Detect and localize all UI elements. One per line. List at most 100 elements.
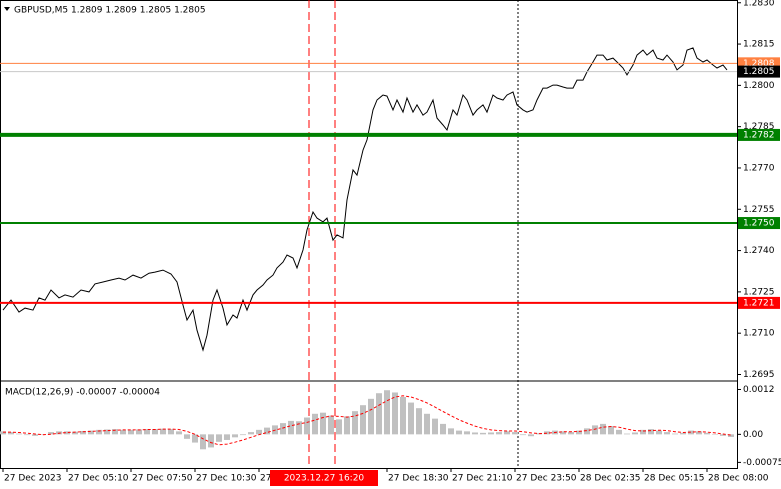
level-label-box	[738, 65, 780, 78]
macd-bar	[440, 423, 446, 435]
level-label: 1.2805	[743, 67, 775, 77]
macd-bar	[608, 426, 614, 435]
y-tick-label: 1.2830	[743, 0, 775, 8]
macd-bar	[80, 430, 86, 435]
macd-bar	[688, 430, 694, 435]
macd-bar	[416, 408, 422, 435]
macd-bar	[200, 434, 206, 450]
chart-title: GBPUSD,M5 1.2809 1.2809 1.2805 1.2805	[14, 6, 206, 16]
cursor-label: 2023.12.27 16:20	[284, 474, 365, 484]
level-label: 1.2808	[743, 59, 775, 69]
x-tick-label: 27 Dec 23:50	[516, 474, 577, 484]
macd-bar	[376, 393, 382, 435]
macd-bar	[120, 429, 126, 435]
macd-bar	[112, 429, 118, 435]
y-tick-label: 1.2800	[743, 81, 775, 91]
x-tick-label: 28 Dec 05:15	[644, 474, 705, 484]
level-label: 1.2750	[743, 219, 775, 229]
y-tick-label: 1.2740	[743, 246, 775, 256]
macd-bar	[216, 434, 222, 442]
macd-bar	[88, 430, 94, 435]
macd-bar	[248, 432, 254, 435]
macd-bar	[240, 434, 246, 436]
x-tick-label: 28 Dec 02:35	[580, 474, 641, 484]
macd-bar	[16, 433, 22, 435]
macd-bar	[544, 431, 550, 435]
y-tick-label: 1.2725	[743, 287, 775, 297]
macd-bar	[656, 430, 662, 435]
macd-bar	[512, 432, 518, 435]
macd-bar	[600, 423, 606, 435]
level-label-box	[738, 128, 780, 141]
macd-bar	[104, 429, 110, 435]
macd-bar	[640, 429, 646, 435]
macd-bar	[528, 434, 534, 437]
macd-bar	[672, 433, 678, 435]
macd-bar	[344, 416, 350, 435]
macd-bar	[480, 432, 486, 435]
macd-bar	[192, 434, 198, 443]
macd-bar	[392, 392, 398, 435]
macd-bar	[136, 429, 142, 435]
macd-bar	[352, 411, 358, 435]
macd-bar	[464, 431, 470, 435]
level-label-box	[738, 296, 780, 309]
price-line	[2, 47, 728, 352]
macd-bar	[368, 398, 374, 435]
macd-bar	[264, 427, 270, 435]
macd-bar	[328, 415, 334, 435]
macd-bar	[712, 434, 718, 435]
macd-bar	[400, 396, 406, 435]
x-tick-label: 27 Dec 21:10	[452, 474, 513, 484]
cursor-label-box	[270, 470, 378, 486]
macd-bar	[432, 418, 438, 435]
macd-bar	[304, 417, 310, 435]
macd-bar	[64, 431, 70, 435]
macd-bar	[144, 429, 150, 435]
y-tick-label: 1.2785	[743, 122, 775, 132]
macd-bar	[720, 434, 726, 436]
macd-bar	[152, 429, 158, 435]
macd-bar	[176, 431, 182, 435]
macd-bar	[288, 420, 294, 435]
macd-bar	[728, 434, 734, 437]
title-arrow	[4, 7, 10, 11]
x-tick-label: 27 Dec 10:30	[196, 474, 257, 484]
macd-bar	[224, 434, 230, 440]
y-tick-label: 1.2710	[743, 329, 775, 339]
macd-bar	[472, 432, 478, 435]
level-label: 1.2782	[743, 130, 775, 140]
macd-bar	[48, 432, 54, 435]
macd-bar	[520, 434, 526, 436]
macd-bar	[592, 425, 598, 435]
macd-bar	[336, 419, 342, 435]
macd-bar	[616, 429, 622, 435]
macd-bar	[72, 431, 78, 435]
macd-bar	[280, 423, 286, 435]
macd-bar	[408, 402, 414, 435]
macd-bar	[632, 432, 638, 435]
macd-bar	[448, 428, 454, 435]
macd-bar	[96, 429, 102, 435]
y-tick-label: 1.2815	[743, 40, 775, 50]
macd-bar	[168, 429, 174, 435]
x-tick-label: 27 Dec 18:30	[388, 474, 449, 484]
macd-bar	[576, 430, 582, 435]
macd-bar	[312, 413, 318, 435]
macd-bar	[704, 432, 710, 435]
macd-bar	[184, 434, 190, 439]
y-tick-label: 0.00	[743, 430, 763, 440]
macd-bar	[504, 431, 510, 435]
macd-bar	[208, 434, 214, 448]
x-tick-label: 27 Dec 2023	[4, 474, 62, 484]
macd-bar	[680, 432, 686, 435]
macd-bar	[24, 434, 30, 436]
macd-bar	[296, 421, 302, 435]
macd-bar	[32, 434, 38, 436]
level-label-box	[738, 217, 780, 230]
x-tick-label: 27 Dec 07:50	[132, 474, 193, 484]
macd-bar	[696, 431, 702, 435]
x-tick-label: 28 Dec 08:00	[708, 474, 769, 484]
macd-bar	[0, 431, 6, 435]
